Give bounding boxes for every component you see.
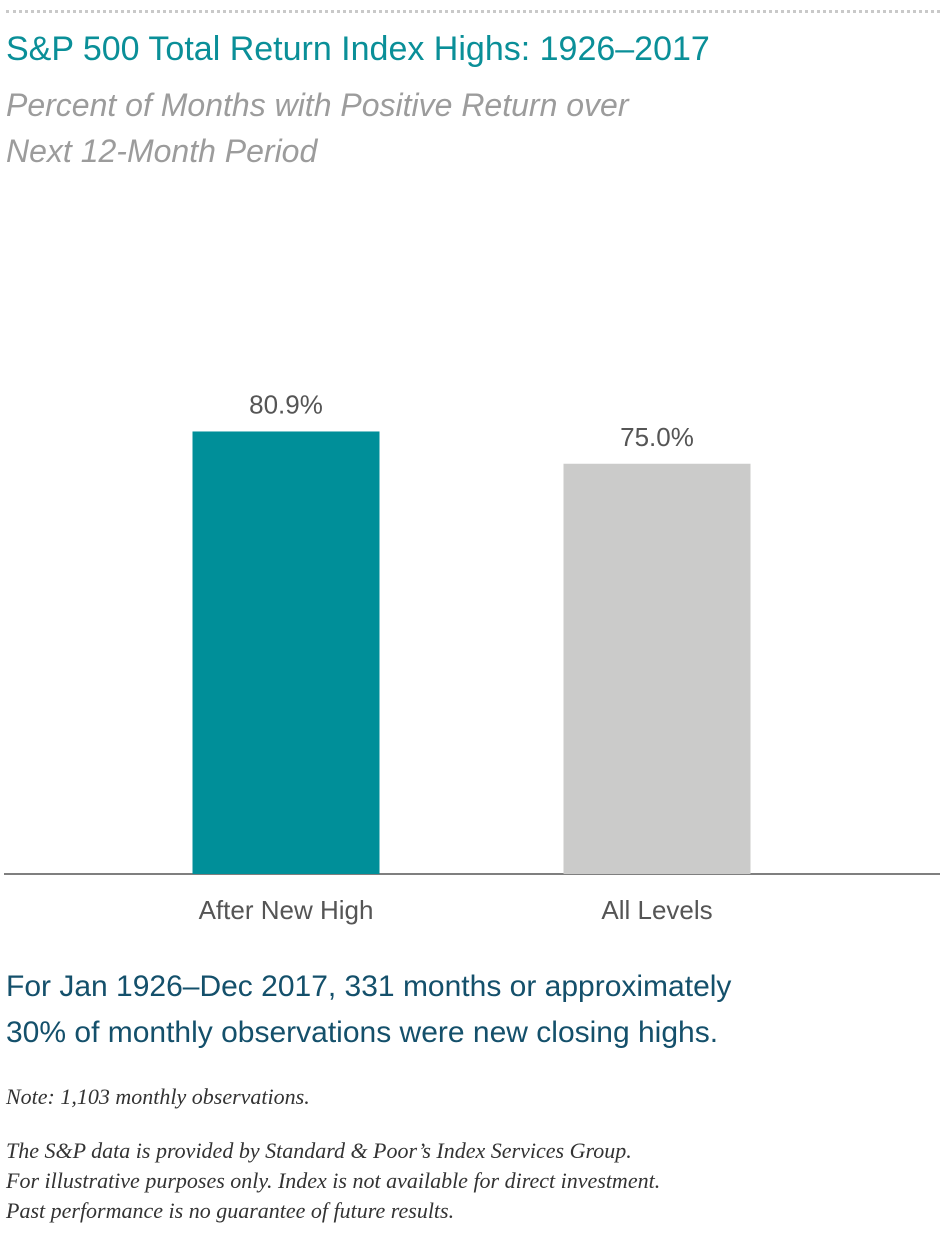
summary-line-1: For Jan 1926–Dec 2017, 331 months or app… [6,970,732,1003]
subtitle-line-2: Next 12-Month Period [6,133,318,169]
source-line-2: For illustrative purposes only. Index is… [6,1168,661,1193]
bar-after-new-high [192,431,380,874]
subtitle-line-1: Percent of Months with Positive Return o… [6,87,629,123]
source-disclaimer: The S&P data is provided by Standard & P… [6,1136,660,1226]
chart-title: S&P 500 Total Return Index Highs: 1926–2… [6,30,710,68]
category-label: After New High [199,895,374,925]
summary-text: For Jan 1926–Dec 2017, 331 months or app… [6,964,731,1056]
top-dotted-divider [6,10,940,13]
category-label: All Levels [601,895,712,925]
data-label: 80.9% [249,389,323,419]
source-line-3: Past performance is no guarantee of futu… [6,1198,455,1223]
note-text: Note: 1,103 monthly observations. [6,1084,310,1109]
bar-all-levels [563,463,751,874]
data-label: 75.0% [620,422,694,452]
chart-subtitle: Percent of Months with Positive Return o… [6,82,629,174]
source-line-1: The S&P data is provided by Standard & P… [6,1138,632,1163]
summary-line-2: 30% of monthly observations were new clo… [6,1016,719,1049]
bar-chart: 80.9% After New High 75.0% All Levels [4,389,940,925]
